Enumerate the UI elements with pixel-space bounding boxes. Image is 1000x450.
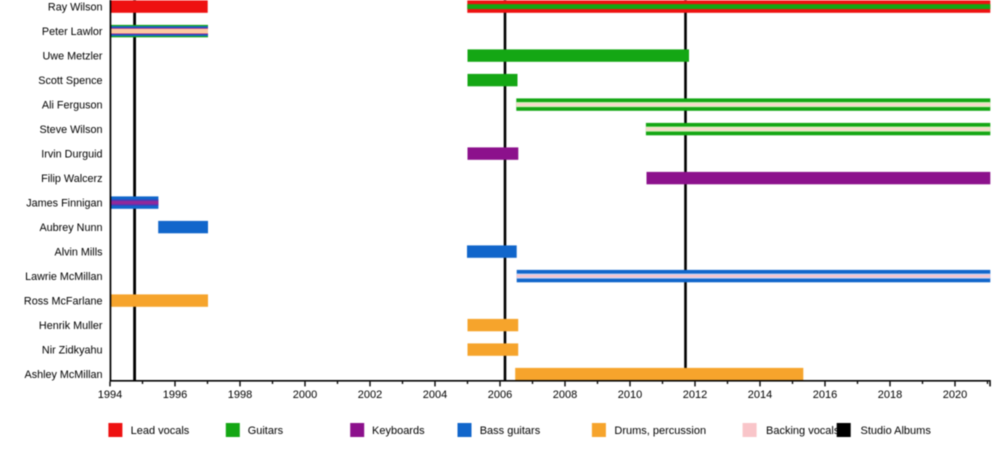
svg-text:Ali Ferguson: Ali Ferguson (42, 100, 103, 112)
svg-text:2018: 2018 (878, 389, 902, 401)
svg-text:Filip Walcerz: Filip Walcerz (41, 173, 102, 185)
svg-text:2008: 2008 (553, 389, 577, 401)
svg-text:Lead vocals: Lead vocals (131, 425, 190, 437)
svg-text:2020: 2020 (943, 389, 967, 401)
svg-text:Studio Albums: Studio Albums (861, 425, 932, 437)
svg-text:Peter Lawlor: Peter Lawlor (42, 26, 103, 38)
svg-text:Drums, percussion: Drums, percussion (614, 425, 706, 437)
svg-text:1998: 1998 (228, 389, 252, 401)
svg-text:James Finnigan: James Finnigan (26, 198, 102, 210)
svg-text:Steve Wilson: Steve Wilson (39, 124, 102, 136)
svg-text:Aubrey Nunn: Aubrey Nunn (39, 222, 102, 234)
svg-text:2006: 2006 (488, 389, 512, 401)
svg-text:Irvin Durguid: Irvin Durguid (41, 149, 102, 161)
svg-text:Alvin Mills: Alvin Mills (55, 247, 104, 259)
svg-text:2014: 2014 (748, 389, 772, 401)
svg-text:2000: 2000 (293, 389, 317, 401)
svg-text:2012: 2012 (683, 389, 707, 401)
svg-text:Scott Spence: Scott Spence (38, 75, 102, 87)
svg-text:Backing vocals: Backing vocals (766, 425, 840, 437)
svg-text:Ross McFarlane: Ross McFarlane (24, 296, 103, 308)
svg-text:1996: 1996 (163, 389, 187, 401)
svg-text:2010: 2010 (618, 389, 642, 401)
svg-text:2002: 2002 (358, 389, 382, 401)
svg-text:Ray Wilson: Ray Wilson (48, 2, 103, 14)
svg-text:Henrik Muller: Henrik Muller (39, 320, 103, 332)
svg-text:Guitars: Guitars (248, 425, 284, 437)
svg-text:Ashley McMillan: Ashley McMillan (25, 369, 103, 381)
svg-text:2016: 2016 (813, 389, 837, 401)
svg-text:1994: 1994 (98, 389, 122, 401)
svg-text:Nir Zidkyahu: Nir Zidkyahu (42, 345, 103, 357)
svg-text:Bass guitars: Bass guitars (480, 425, 541, 437)
svg-text:Lawrie McMillan: Lawrie McMillan (25, 271, 102, 283)
svg-text:Keyboards: Keyboards (372, 425, 425, 437)
svg-text:Uwe Metzler: Uwe Metzler (43, 51, 103, 63)
svg-text:2004: 2004 (423, 389, 447, 401)
